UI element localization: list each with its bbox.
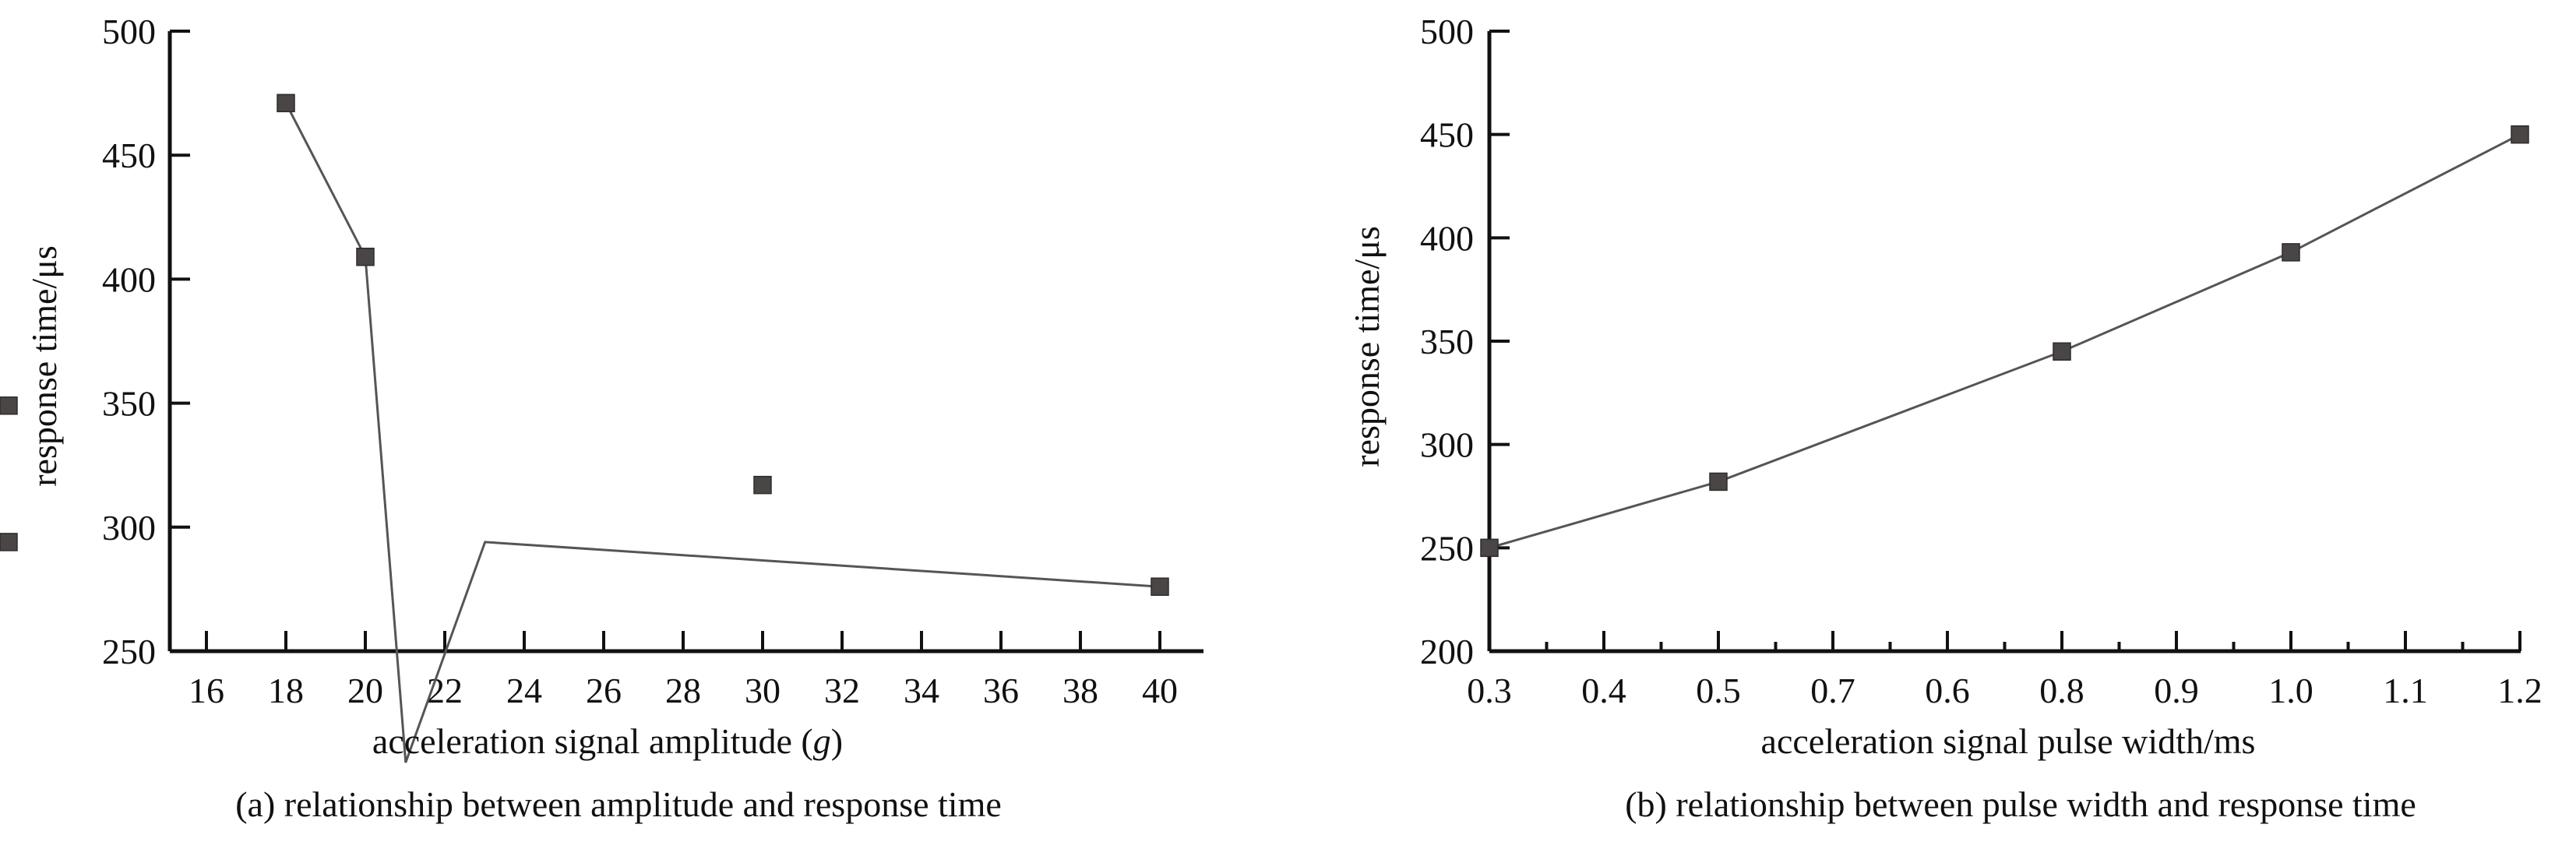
x-tick-label: 0.5 <box>1696 671 1741 710</box>
y-tick-label: 450 <box>1420 115 1474 155</box>
y-tick-label: 400 <box>1420 218 1474 258</box>
data-point-marker <box>2053 342 2071 361</box>
x-axis-label-b: acceleration signal pulse width/ms <box>1761 721 2256 761</box>
x-tick-label: 1.1 <box>2383 671 2428 710</box>
data-point-marker <box>1709 472 1728 491</box>
x-tick-label: 30 <box>745 671 781 710</box>
x-tick-label: 34 <box>904 671 939 710</box>
x-tick-label: 0.3 <box>1467 671 1512 710</box>
x-axis-label-a-suffix: ) <box>831 721 843 761</box>
x-tick-label: 0.8 <box>2039 671 2084 710</box>
x-tick-label: 36 <box>983 671 1019 710</box>
x-axis-label-a-prefix: acceleration signal amplitude ( <box>372 721 813 761</box>
y-tick-label: 350 <box>1420 322 1474 361</box>
series-line <box>284 102 1161 763</box>
caption-b: (b) relationship between pulse width and… <box>1625 784 2416 824</box>
x-tick-label: 20 <box>347 671 383 710</box>
x-tick-label: 18 <box>268 671 304 710</box>
x-tick-label: 28 <box>665 671 701 710</box>
y-tick-label: 300 <box>102 508 156 548</box>
x-tick-label: 0.9 <box>2154 671 2199 710</box>
x-tick-label: 26 <box>586 671 622 710</box>
x-axis-label-a-unit: g <box>813 721 831 761</box>
x-tick-label: 0.4 <box>1581 671 1626 710</box>
x-tick-label: 1.2 <box>2497 671 2543 710</box>
data-point-marker <box>0 396 18 415</box>
caption-a: (a) relationship between amplitude and r… <box>235 784 1002 824</box>
chart-panel-b: 0.3 0.4 0.5 0.7 0.6 0.8 0.9 1.0 1.1 1.2 200 250 300… <box>1347 12 2543 824</box>
y-tick-label: 500 <box>102 12 156 51</box>
data-point-marker <box>1480 538 1499 558</box>
x-tick-label: 1.0 <box>2268 671 2313 710</box>
y-tick-label: 250 <box>1420 528 1474 568</box>
y-tick-label: 300 <box>1420 425 1474 465</box>
data-point-marker <box>356 247 375 266</box>
y-tick-label: 500 <box>1420 12 1474 51</box>
data-point-marker <box>277 93 295 113</box>
x-tick-label: 24 <box>506 671 542 710</box>
x-tick-label: 0.7 <box>1810 671 1855 710</box>
y-axis-label-b: response time/μs <box>1347 226 1387 467</box>
y-axis-label-a: response time/μs <box>24 245 64 487</box>
y-tick-label: 350 <box>102 384 156 424</box>
y-tick-label: 200 <box>1420 632 1474 671</box>
series-line <box>1489 133 2521 549</box>
x-tick-label: 0.6 <box>1925 671 1970 710</box>
data-point-marker <box>2511 125 2529 144</box>
x-tick-label: 38 <box>1062 671 1098 710</box>
x-axis-label-a: acceleration signal amplitude (g) <box>372 721 843 761</box>
data-point-marker <box>2282 243 2300 262</box>
x-tick-label: 32 <box>824 671 860 710</box>
data-point-marker <box>753 475 772 495</box>
data-point-marker <box>0 533 18 551</box>
y-tick-label: 400 <box>102 259 156 299</box>
y-tick-label: 250 <box>102 632 156 671</box>
x-tick-label: 40 <box>1142 671 1178 710</box>
x-tick-label: 16 <box>189 671 224 710</box>
y-tick-label: 450 <box>102 136 156 175</box>
data-point-marker <box>1151 577 1169 596</box>
chart-panel-a: 16 18 20 22 24 26 28 30 32 34 36 38 40 2503003504004… <box>0 12 1203 824</box>
